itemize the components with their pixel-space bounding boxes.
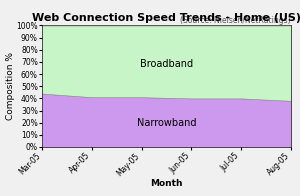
- Y-axis label: Composition %: Composition %: [6, 52, 15, 120]
- Text: (Source: Nielsen/NetRatings): (Source: Nielsen/NetRatings): [180, 16, 291, 25]
- Title: Web Connection Speed Trends - Home (US): Web Connection Speed Trends - Home (US): [32, 13, 300, 23]
- X-axis label: Month: Month: [150, 179, 183, 188]
- Text: Broadband: Broadband: [140, 59, 193, 69]
- Text: Narrowband: Narrowband: [137, 118, 196, 128]
